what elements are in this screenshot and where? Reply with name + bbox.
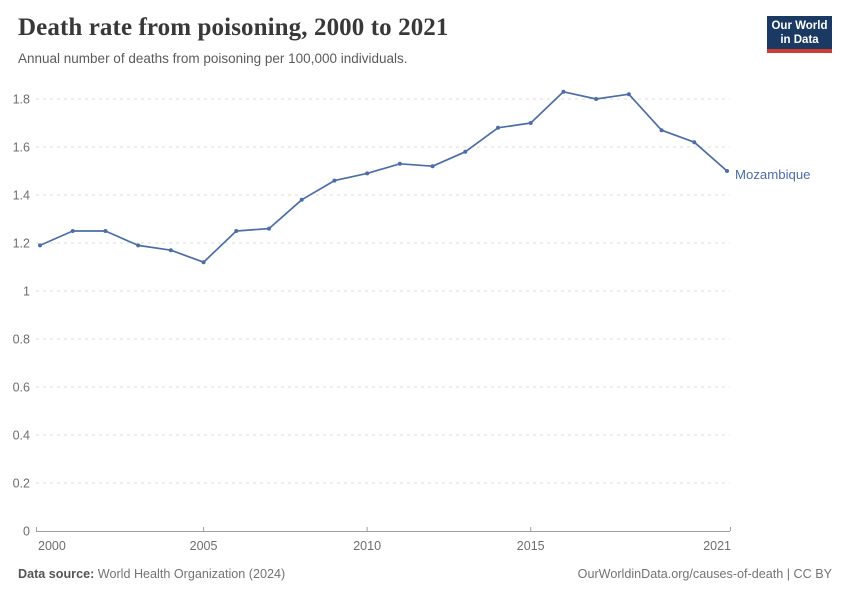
- owid-logo-line1: Our World: [771, 20, 828, 32]
- data-point-2003[interactable]: [136, 243, 141, 248]
- data-point-2016[interactable]: [561, 89, 566, 94]
- data-point-2020[interactable]: [692, 140, 697, 145]
- data-point-2006[interactable]: [234, 229, 239, 233]
- data-point-2004[interactable]: [168, 248, 173, 253]
- data-point-2017[interactable]: [594, 97, 599, 101]
- chart-title: Death rate from poisoning, 2000 to 2021: [18, 14, 449, 41]
- data-point-2011[interactable]: [397, 161, 402, 166]
- chart-subtitle: Annual number of deaths from poisoning p…: [18, 51, 408, 66]
- owid-logo[interactable]: Our World in Data: [767, 16, 832, 54]
- data-point-2002[interactable]: [103, 229, 108, 233]
- data-point-2007[interactable]: [267, 226, 271, 231]
- x-tick-label: 2015: [517, 539, 545, 553]
- data-point-2010[interactable]: [365, 171, 370, 176]
- y-tick-label: 1.8: [13, 92, 30, 106]
- y-tick-label: 0.4: [13, 428, 30, 442]
- data-point-2018[interactable]: [626, 92, 631, 97]
- data-point-2009[interactable]: [332, 178, 337, 183]
- data-source-value: World Health Organization (2024): [94, 567, 286, 581]
- y-tick-label: 0.6: [13, 380, 30, 394]
- data-point-2014[interactable]: [496, 125, 500, 130]
- y-tick-label: 1.2: [13, 236, 30, 250]
- owid-logo-line2: in Data: [780, 34, 819, 47]
- y-tick-label: 1.4: [13, 188, 30, 202]
- owid-cc-link[interactable]: OurWorldinData.org/causes-of-death | CC …: [577, 567, 832, 581]
- data-point-2000[interactable]: [38, 243, 42, 248]
- data-source-label: Data source:: [18, 567, 95, 581]
- y-tick-label: 0: [23, 524, 30, 538]
- x-tick-label: 2000: [38, 539, 66, 553]
- data-point-2005[interactable]: [201, 260, 206, 265]
- chart-footer: Data source: World Health Organization (…: [0, 567, 850, 581]
- data-point-2013[interactable]: [463, 149, 468, 154]
- x-tick-label: 2021: [703, 539, 731, 553]
- data-point-2019[interactable]: [659, 128, 664, 133]
- data-point-2012[interactable]: [430, 164, 435, 169]
- data-point-2001[interactable]: [70, 229, 75, 233]
- x-tick-label: 2010: [353, 539, 381, 553]
- y-tick-label: 0.8: [13, 332, 30, 346]
- data-point-2015[interactable]: [528, 121, 533, 125]
- y-tick-label: 1.6: [13, 140, 30, 154]
- y-tick-label: 1: [23, 284, 30, 298]
- x-tick-label: 2005: [190, 539, 218, 553]
- y-tick-label: 0.2: [13, 476, 30, 490]
- data-source: Data source: World Health Organization (…: [18, 567, 285, 581]
- series-label-mozambique[interactable]: Mozambique: [735, 167, 811, 182]
- data-point-2021[interactable]: [725, 169, 729, 173]
- trend-line: [39, 90, 728, 264]
- data-point-2008[interactable]: [299, 197, 304, 202]
